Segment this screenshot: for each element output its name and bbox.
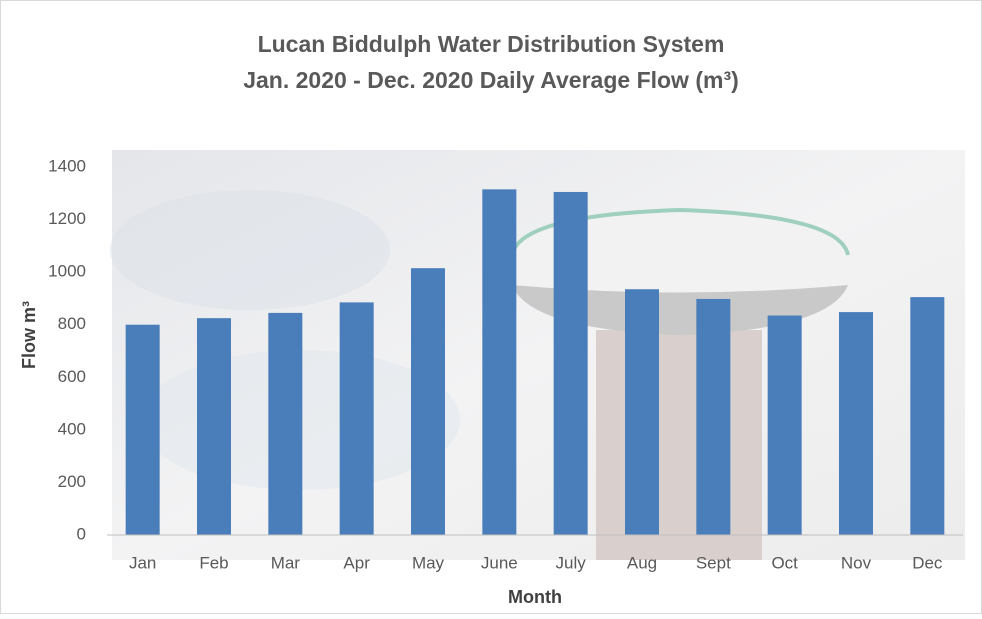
y-tick-label: 0: [77, 524, 86, 543]
x-tick-label: Apr: [343, 553, 370, 572]
bar: [268, 313, 302, 535]
bar: [197, 318, 231, 535]
y-tick-label: 1400: [48, 156, 86, 175]
bar: [910, 297, 944, 535]
y-tick-label: 1000: [48, 262, 86, 281]
y-tick-label: 600: [58, 367, 86, 386]
x-tick-label: Sept: [696, 553, 731, 572]
x-tick-label: Oct: [771, 553, 798, 572]
bar: [411, 268, 445, 535]
background-photo: [110, 150, 965, 560]
x-tick-label: Dec: [912, 553, 943, 572]
page: Lucan Biddulph Water Distribution System…: [0, 0, 982, 619]
x-tick-label: July: [556, 553, 587, 572]
x-tick-label: Mar: [271, 553, 301, 572]
y-tick-label: 400: [58, 419, 86, 438]
bar: [126, 325, 160, 535]
bar: [340, 302, 374, 535]
x-tick-label: May: [412, 553, 445, 572]
chart-title: Lucan Biddulph Water Distribution System: [258, 31, 725, 57]
x-tick-label: Feb: [199, 553, 228, 572]
bar: [839, 312, 873, 535]
x-axis-title: Month: [508, 587, 562, 607]
y-axis-title: Flow m³: [19, 301, 39, 369]
x-tick-label: Jan: [129, 553, 156, 572]
y-tick-label: 800: [58, 314, 86, 333]
bar: [696, 299, 730, 535]
y-tick-label: 1200: [48, 209, 86, 228]
y-tick-label: 200: [58, 472, 86, 491]
bar: [625, 289, 659, 535]
bar: [482, 189, 516, 535]
x-tick-label: June: [481, 553, 518, 572]
x-tick-label: Nov: [841, 553, 872, 572]
chart: Lucan Biddulph Water Distribution System…: [0, 0, 982, 614]
bar: [554, 192, 588, 535]
x-tick-label: Aug: [627, 553, 657, 572]
bar: [768, 316, 802, 535]
chart-subtitle: Jan. 2020 - Dec. 2020 Daily Average Flow…: [243, 67, 739, 93]
